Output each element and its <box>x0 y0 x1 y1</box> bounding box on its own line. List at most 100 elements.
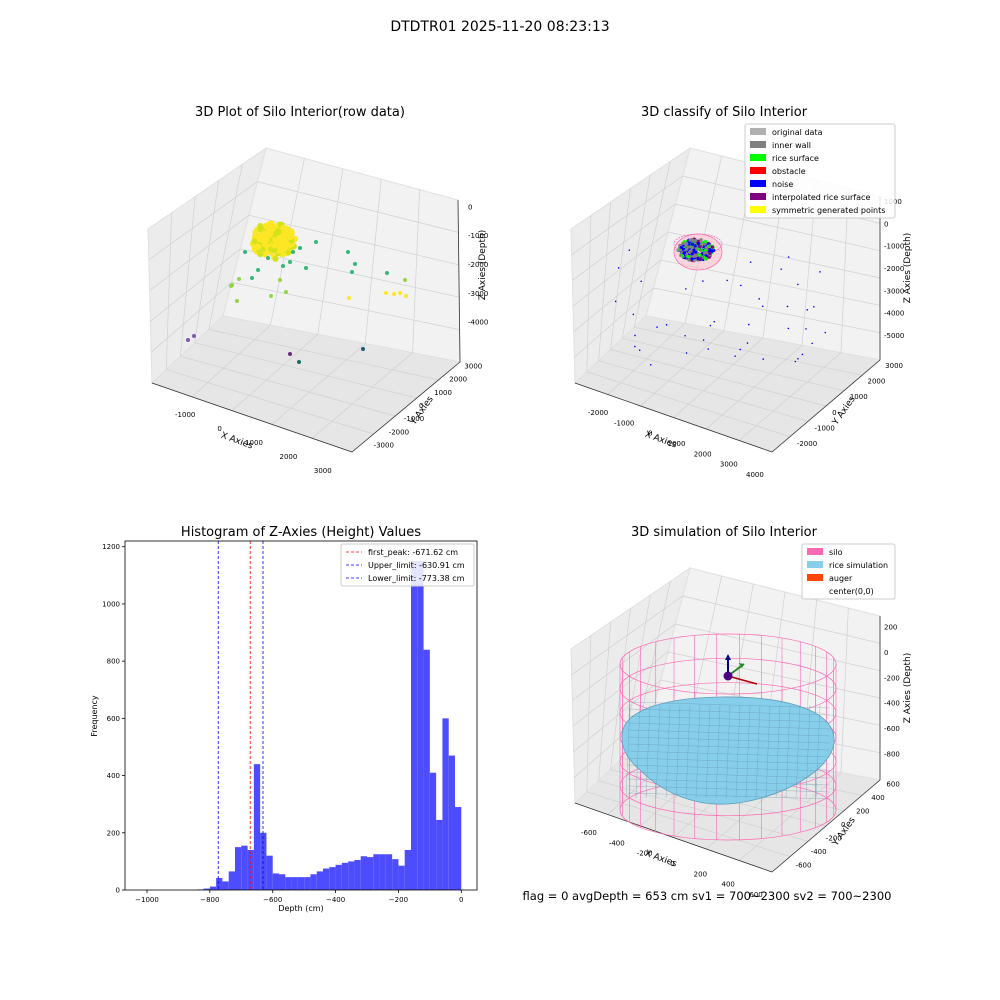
data-point <box>687 245 691 249</box>
panel-classify-title: 3D classify of Silo Interior <box>641 105 808 120</box>
data-point <box>192 334 196 338</box>
noise-point <box>801 353 804 356</box>
noise-point <box>780 268 783 270</box>
data-point <box>353 262 357 266</box>
rice-mesh-line <box>627 729 831 737</box>
y-tick-label: 0 <box>832 409 836 417</box>
data-point <box>699 257 703 261</box>
grid-line <box>231 334 319 411</box>
x-tick-label: 2000 <box>279 453 297 461</box>
noise-point <box>734 355 736 357</box>
legend-label: obstacle <box>772 167 806 176</box>
data-point <box>687 258 691 262</box>
histogram-bar <box>279 874 286 890</box>
grid-line <box>257 181 459 233</box>
simulation-z-ticks: 200 0 -200 -400 -600 -800 <box>884 624 900 759</box>
data-point <box>690 257 694 261</box>
grid-line <box>682 595 881 644</box>
z-tick-label: 0 <box>884 220 888 228</box>
noise-point <box>634 345 636 348</box>
legend-swatch <box>750 193 766 200</box>
legend-swatch <box>750 180 766 187</box>
histogram-bar <box>417 561 424 890</box>
data-point <box>277 235 284 242</box>
rice-surface <box>621 696 835 805</box>
y-tick-label: -1000 <box>815 425 835 433</box>
rice-mesh-line <box>627 792 831 800</box>
histogram-bar <box>209 886 217 890</box>
noise-point <box>811 342 813 345</box>
histogram-bar <box>379 854 386 890</box>
raw-z-ticks: 0 -1000 -2000 -3000 -4000 <box>468 203 488 326</box>
data-point <box>272 236 279 243</box>
raw-x-ticks: -1000 0 1000 2000 3000 <box>175 411 332 475</box>
data-point <box>255 243 262 250</box>
x-tick-label: 3000 <box>314 467 332 475</box>
y-tick-label: -1000 <box>404 415 424 423</box>
noise-point <box>684 334 686 337</box>
noise-point <box>628 249 631 251</box>
data-point <box>710 245 714 249</box>
grid-line <box>180 355 396 417</box>
histogram-y-label: Frequency <box>90 695 99 737</box>
noise-point <box>761 305 764 308</box>
grid-line <box>194 180 220 343</box>
data-point <box>288 260 292 264</box>
y-axis-line <box>351 361 461 453</box>
data-point <box>243 250 247 254</box>
legend-label: center(0,0) <box>829 587 874 596</box>
rice-mesh-line <box>665 704 671 799</box>
data-point <box>257 235 264 242</box>
histogram-bar <box>291 877 298 890</box>
y-tick-label: 3000 <box>885 362 903 370</box>
x-tick-label: 1000 <box>245 439 263 447</box>
data-point <box>702 251 707 255</box>
rice-mesh-line <box>695 704 701 799</box>
data-point <box>266 256 270 260</box>
y-axis-line <box>771 359 881 453</box>
grid-line <box>149 214 250 291</box>
data-point <box>392 292 396 296</box>
simulation-z-label: Z Axies (Depth) <box>903 653 913 724</box>
rice-mesh-line <box>765 704 771 799</box>
histogram-bar <box>392 859 399 890</box>
noise-point <box>685 352 688 354</box>
z-tick-label: 0 <box>884 649 888 657</box>
legend-label: first_peak: -671.62 cm <box>368 548 458 557</box>
rice-mesh-line <box>627 743 831 751</box>
noise-point <box>749 261 752 263</box>
data-point <box>693 250 698 254</box>
noise-point <box>640 280 642 283</box>
histogram-x-ticks: −1000 −800 −600 −400 −200 0 <box>135 890 464 904</box>
histogram-bar <box>203 888 210 890</box>
histogram-bar <box>354 859 361 890</box>
simulation-title: 3D simulation of Silo Interior <box>631 525 818 540</box>
histogram-bars <box>197 561 462 890</box>
legend-swatch <box>750 167 766 174</box>
data-point <box>704 239 708 244</box>
histogram-bar <box>335 864 342 890</box>
histogram-bar <box>429 772 437 890</box>
noise-point <box>614 300 617 303</box>
data-point <box>699 242 703 246</box>
y-tick-label: 2000 <box>868 378 886 386</box>
data-point <box>230 283 234 287</box>
data-point <box>398 291 402 295</box>
x-tick-label: 0 <box>670 860 674 868</box>
grid-line <box>634 326 863 376</box>
z-tick-label: -2000 <box>468 261 488 269</box>
data-point <box>273 230 280 237</box>
rice-mesh-line <box>627 757 831 765</box>
data-point <box>681 241 686 246</box>
data-point <box>678 248 682 252</box>
noise-point <box>649 363 652 366</box>
histogram-bar <box>304 877 311 890</box>
data-point <box>280 224 287 231</box>
data-point <box>282 231 289 238</box>
legend-swatch <box>807 574 823 581</box>
data-point <box>385 271 389 275</box>
x-tick-label: −1000 <box>135 896 159 904</box>
histogram-bar <box>348 861 355 890</box>
x-tick-label: 0 <box>459 896 463 904</box>
